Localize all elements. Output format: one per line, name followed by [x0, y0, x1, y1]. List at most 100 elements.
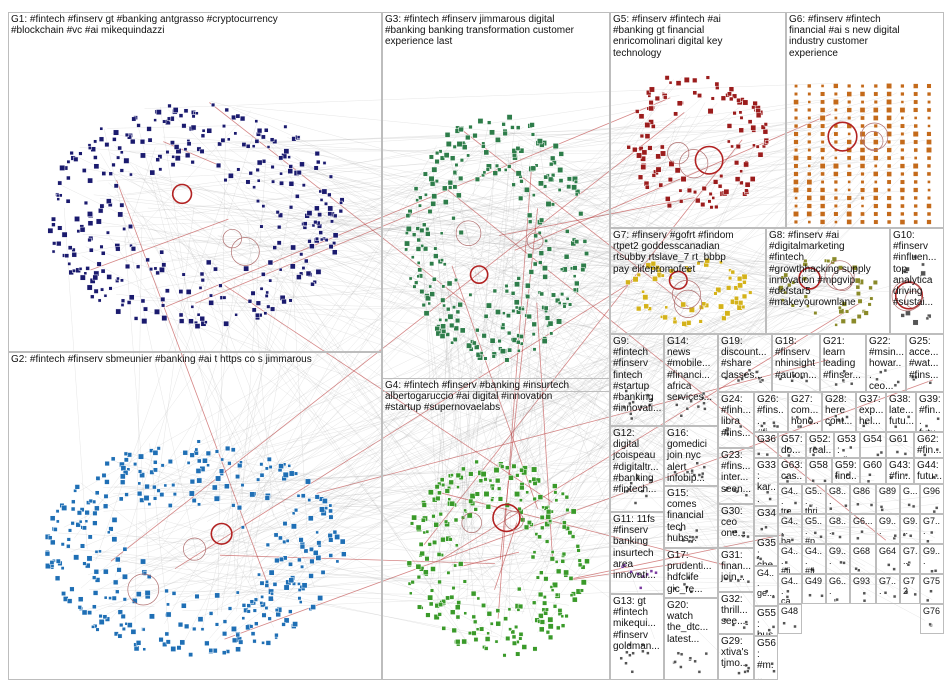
node [641, 289, 645, 294]
node [721, 315, 727, 321]
node [267, 259, 274, 266]
group-label: G4... ca... [781, 576, 799, 604]
group-panel-g21: G21: learn leading #finser... [820, 334, 866, 392]
edge [554, 162, 940, 476]
node [785, 479, 790, 484]
node [500, 464, 505, 469]
node [575, 544, 580, 549]
edge [124, 236, 149, 559]
nodes-g72 [904, 590, 917, 597]
node [161, 315, 168, 322]
node [859, 155, 866, 161]
edge [573, 562, 685, 580]
node [638, 586, 643, 590]
edge [284, 291, 856, 526]
node [645, 572, 649, 577]
node [673, 660, 677, 664]
node [701, 395, 705, 400]
node [695, 461, 699, 465]
node [314, 494, 320, 500]
node [628, 653, 632, 657]
node [108, 596, 112, 600]
node [314, 205, 320, 212]
node [437, 612, 442, 617]
nodes-g75 [925, 589, 933, 603]
node [111, 517, 118, 523]
node [622, 563, 627, 567]
node [201, 128, 206, 133]
node [641, 574, 646, 579]
node [569, 593, 574, 597]
node [738, 424, 743, 429]
node [518, 636, 523, 641]
edge [267, 126, 524, 281]
edge [215, 277, 236, 444]
node [425, 227, 430, 232]
node [78, 267, 83, 271]
node [819, 195, 826, 201]
edge [422, 273, 554, 497]
node [214, 622, 220, 627]
node [449, 155, 456, 161]
edge [248, 132, 910, 234]
node [481, 333, 487, 339]
node [432, 539, 438, 545]
node [116, 155, 121, 160]
node [700, 471, 705, 476]
node [421, 502, 427, 508]
group-panel-g59: G59: find... [832, 458, 860, 484]
edge [289, 273, 813, 579]
group-label: G25: acce... #wat... #fins... [909, 336, 939, 381]
group-label: G4... ge... [757, 568, 775, 599]
edge [499, 208, 538, 560]
node [310, 604, 316, 610]
node [636, 272, 641, 277]
edge [242, 166, 791, 557]
node [430, 566, 436, 572]
node [514, 491, 521, 498]
group-panel-g16: G16: gomedici join nyc alert infobip... [664, 426, 718, 486]
node [473, 507, 478, 512]
edge [88, 287, 854, 576]
edge [147, 207, 830, 269]
edge [97, 163, 437, 182]
node [728, 86, 735, 92]
edge [93, 194, 445, 232]
node [468, 471, 474, 477]
group-panel-g53: G53: #fin... [834, 432, 860, 458]
node [213, 495, 220, 502]
node [562, 520, 567, 525]
node [74, 484, 80, 490]
edge [247, 296, 786, 497]
group-label: G8... [829, 516, 847, 537]
node [506, 114, 513, 121]
node [904, 473, 909, 477]
node [233, 131, 238, 136]
node [525, 294, 531, 299]
node [564, 494, 570, 500]
node [733, 488, 737, 492]
node [648, 105, 654, 112]
node [886, 195, 892, 201]
node [174, 155, 181, 162]
edge [440, 301, 863, 561]
node [526, 520, 532, 526]
node [117, 609, 123, 615]
edge [175, 308, 428, 500]
hub-node-ring [469, 265, 489, 285]
node [231, 503, 236, 508]
edge [152, 284, 213, 456]
edge [335, 218, 895, 590]
node [791, 280, 796, 285]
node [208, 611, 214, 616]
edge [283, 326, 476, 477]
node [139, 139, 146, 145]
node [819, 211, 826, 217]
node [692, 90, 698, 96]
node [900, 83, 905, 89]
node [283, 148, 290, 155]
node [415, 246, 422, 252]
group-label: G59: find... [835, 460, 857, 483]
edge [195, 206, 431, 304]
group-panel-g2: G2: #fintech #finserv sbmeunier #banking… [8, 352, 382, 680]
